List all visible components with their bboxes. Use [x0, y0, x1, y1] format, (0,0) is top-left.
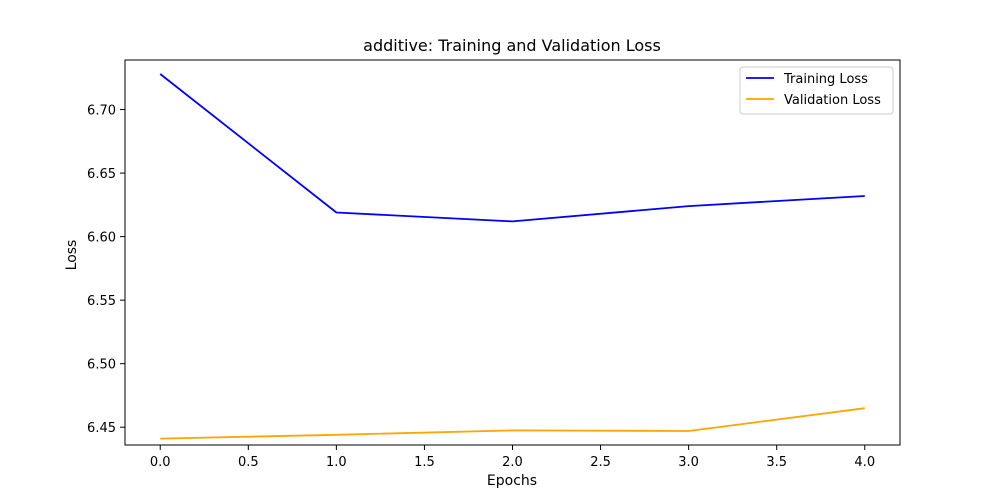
series-line-1: [160, 407, 865, 440]
y-axis-label: Loss: [64, 240, 80, 271]
chart-title: additive: Training and Validation Loss: [363, 36, 661, 55]
plot-area: 0.0 0.5 1.0 1.5 2.0 2.5 3.0 3.5 4.0 6.45 6.50 6.55 6…: [87, 59, 901, 470]
legend: Training Loss Validation Loss: [739, 66, 894, 115]
y-tick-label: 6.60: [87, 231, 116, 246]
y-tick-label: 6.55: [87, 294, 116, 309]
legend-label-1: Validation Loss: [784, 93, 881, 108]
y-tick-label: 6.70: [87, 104, 116, 119]
legend-label-0: Training Loss: [783, 72, 868, 87]
x-tick-label: 4.0: [854, 455, 875, 470]
x-axis-label: Epochs: [487, 473, 537, 489]
x-tick-label: 2.0: [502, 455, 523, 470]
x-tick-label: 0.5: [238, 455, 259, 470]
x-tick-label: 2.5: [590, 455, 611, 470]
x-tick-label: 1.5: [414, 455, 435, 470]
series-line-0: [159, 73, 865, 223]
legend-box: [739, 66, 894, 115]
y-tick-label: 6.65: [87, 167, 116, 182]
y-tick-label: 6.45: [87, 421, 116, 436]
x-tick-label: 1.0: [326, 455, 347, 470]
x-tick-label: 0.0: [150, 455, 171, 470]
x-tick-label: 3.0: [678, 455, 699, 470]
x-tick-label: 3.5: [766, 455, 787, 470]
y-tick-label: 6.50: [87, 358, 116, 373]
